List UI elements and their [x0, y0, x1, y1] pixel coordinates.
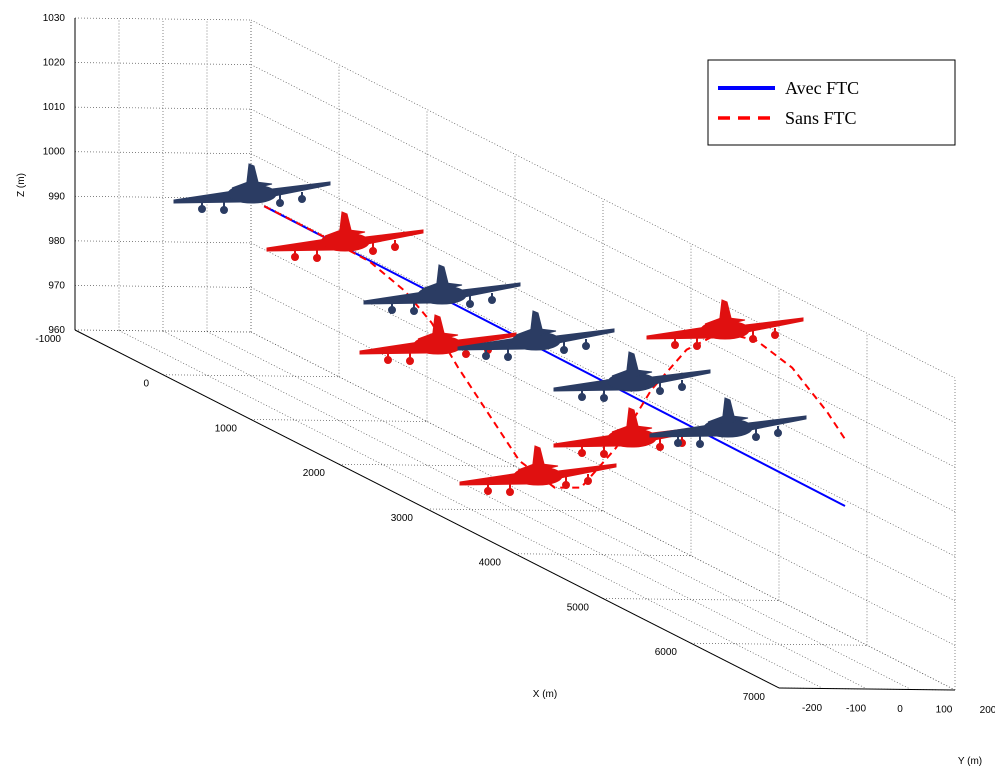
y-tick-label: 200	[980, 705, 995, 716]
grid-layer	[74, 17, 956, 691]
z-tick-label: 1020	[43, 58, 66, 69]
z-tick-label: 1000	[43, 147, 66, 158]
y-tick-label: 0	[897, 704, 903, 715]
x-tick-label: -1000	[35, 334, 61, 345]
x-tick-label: 5000	[567, 602, 590, 613]
z-tick-label: 970	[48, 280, 65, 291]
grid-line	[514, 553, 692, 557]
x-axis-label: X (m)	[533, 689, 557, 700]
aircraft	[363, 264, 521, 316]
grid-line	[74, 240, 252, 244]
legend-label: Avec FTC	[785, 78, 859, 98]
grid-line	[250, 242, 956, 602]
legend: Avec FTC Sans FTC	[707, 59, 956, 146]
z-axis-label: Z (m)	[16, 173, 27, 197]
x-tick-label: 7000	[743, 692, 766, 703]
aircraft	[359, 314, 517, 366]
z-tick-label: 980	[48, 236, 65, 247]
z-tick-label: 960	[48, 325, 65, 336]
grid-line	[690, 642, 868, 646]
y-tick-label: -200	[802, 703, 822, 714]
aircraft	[649, 397, 807, 449]
z-tick-label: 1030	[43, 13, 66, 24]
x-tick-label: 2000	[303, 468, 326, 479]
grid-line	[118, 330, 824, 689]
axis-line	[778, 687, 956, 691]
series-line	[263, 205, 846, 489]
line-layer	[263, 205, 846, 507]
grid-line	[250, 419, 428, 422]
aircraft	[173, 163, 331, 215]
legend-box	[707, 59, 956, 146]
x-tick-label: 1000	[215, 423, 238, 434]
x-tick-label: 0	[143, 379, 149, 390]
y-axis-label: Y (m)	[958, 756, 982, 767]
legend-label: Sans FTC	[785, 108, 857, 128]
y-tick-label: 100	[936, 704, 953, 715]
aircraft	[646, 299, 804, 351]
grid-line	[426, 508, 604, 512]
aircraft	[459, 445, 617, 497]
grid-line	[250, 197, 956, 557]
grid-line	[338, 463, 516, 467]
x-tick-label: 3000	[391, 513, 414, 524]
axis-line	[74, 329, 780, 689]
aircraft-icons	[173, 163, 807, 497]
z-tick-label: 1010	[43, 102, 66, 113]
grid-line	[162, 374, 340, 378]
x-tick-label: 4000	[479, 558, 502, 569]
aircraft	[553, 351, 711, 403]
y-tick-label: -100	[846, 703, 866, 714]
x-tick-label: 6000	[655, 647, 678, 658]
z-tick-label: 990	[48, 191, 65, 202]
grid-line	[602, 598, 780, 601]
grid-line	[74, 17, 252, 21]
